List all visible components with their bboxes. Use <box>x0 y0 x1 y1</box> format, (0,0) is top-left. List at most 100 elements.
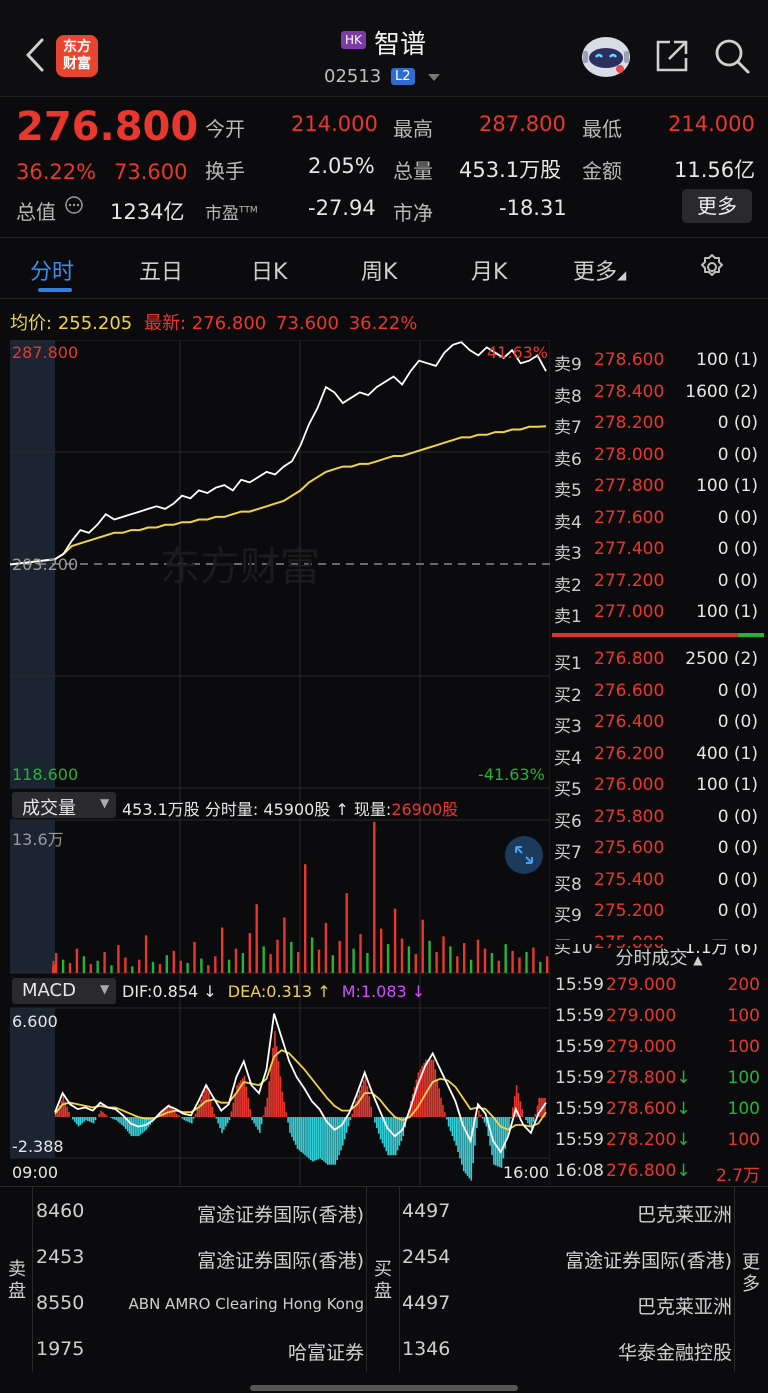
macd-indicator-select[interactable]: MACD ▼ <box>12 978 116 1004</box>
macd-bar <box>104 1113 106 1117</box>
trade-price: 279.000 <box>606 975 676 995</box>
broker-code: 1975 <box>36 1338 85 1360</box>
vol-pre-market-shade <box>10 820 55 973</box>
macd-bar <box>277 1061 280 1117</box>
tab-monthly-k[interactable]: 月K <box>471 260 508 285</box>
macd-bar <box>98 1113 100 1117</box>
ask-row[interactable]: 卖5 277.800 100 (1) <box>552 470 766 501</box>
tab-five-day[interactable]: 五日 <box>139 260 184 285</box>
macd-bar <box>311 1117 314 1162</box>
macd-bar <box>334 1117 337 1165</box>
ask-row[interactable]: 卖9 278.600 100 (1) <box>552 344 766 375</box>
macd-bar <box>379 1117 382 1140</box>
volume-value: 453.1万股 <box>459 158 562 182</box>
bid-row[interactable]: 买4 276.200 400 (1) <box>552 738 766 769</box>
chevron-down-icon[interactable] <box>428 74 440 81</box>
broker-name: 富途证券国际(香港) <box>565 1250 732 1272</box>
trade-price-value: 278.800 <box>606 1068 677 1088</box>
tab-more[interactable]: 更多◢ <box>573 254 626 286</box>
buy-broker-row[interactable]: 2454 富途证券国际(香港) <box>400 1236 732 1282</box>
sell-broker-row[interactable]: 8550 ABN AMRO Clearing Hong Kong <box>34 1282 364 1328</box>
macd-bar <box>459 1117 461 1159</box>
ask-row[interactable]: 卖7 278.200 0 (0) <box>552 407 766 438</box>
volume-indicator-select[interactable]: 成交量 ▼ <box>12 792 116 819</box>
buy-broker-row[interactable]: 1346 华泰金融控股 <box>400 1328 732 1374</box>
ask-level-label: 卖2 <box>554 575 582 596</box>
macd-bar <box>502 1117 505 1159</box>
macd-bar <box>204 1090 206 1117</box>
tab-intraday[interactable]: 分时 <box>30 260 75 285</box>
volume-bar <box>248 933 251 973</box>
trades-title[interactable]: 分时成交 ▲ <box>552 944 766 970</box>
macd-bar <box>500 1117 503 1168</box>
macd-bar <box>200 1099 202 1117</box>
buy-broker-row[interactable]: 4497 巴克莱亚洲 <box>400 1282 732 1328</box>
more-button[interactable]: 更多 <box>682 189 752 223</box>
macd-bar <box>174 1111 176 1117</box>
bid-row[interactable]: 买7 275.600 0 (0) <box>552 832 766 863</box>
ask-quantity: 0 (0) <box>717 444 758 465</box>
ask-row[interactable]: 卖1 277.000 100 (1) <box>552 596 766 627</box>
avg-value: 255.205 <box>57 313 133 334</box>
expand-button[interactable] <box>505 836 543 874</box>
volume-bar <box>449 946 452 973</box>
bid-row[interactable]: 买8 275.400 0 (0) <box>552 864 766 895</box>
volume-bar <box>304 864 307 973</box>
m-arrow: ↓ <box>411 982 426 1001</box>
macd-bar <box>498 1117 501 1168</box>
trade-price: 279.000 <box>606 1006 676 1026</box>
broker-more-tab[interactable] <box>734 1187 768 1372</box>
macd-bar <box>130 1117 133 1137</box>
volume-bar <box>400 938 404 973</box>
sell-broker-row[interactable]: 8460 富途证券国际(香港) <box>34 1190 364 1236</box>
buy-broker-row[interactable]: 4497 巴克莱亚洲 <box>400 1190 732 1236</box>
gear-icon[interactable] <box>697 252 727 282</box>
bid-level-label: 买9 <box>554 906 582 926</box>
volume-axis-max: 13.6万 <box>12 830 64 849</box>
ask-row[interactable]: 卖3 277.400 0 (0) <box>552 533 766 564</box>
back-arrow-icon[interactable] <box>20 36 50 74</box>
sell-broker-row[interactable]: 2453 富途证券国际(香港) <box>34 1236 364 1282</box>
bid-quantity: 0 (0) <box>717 680 758 701</box>
logo-line1: 东方 <box>63 39 91 55</box>
volume-bar <box>317 949 321 973</box>
macd-bar <box>536 1105 539 1117</box>
ask-row[interactable]: 卖6 278.000 0 (0) <box>552 439 766 470</box>
bid-row[interactable]: 买3 276.400 0 (0) <box>552 706 766 737</box>
tab-daily-k[interactable]: 日K <box>251 260 288 285</box>
macd-bar <box>419 1069 422 1117</box>
broker-more-label[interactable]: 更多 <box>742 1252 760 1295</box>
volume-bar <box>539 961 542 973</box>
bid-row[interactable]: 买6 275.800 0 (0) <box>552 801 766 832</box>
ask-row[interactable]: 卖8 278.400 1600 (2) <box>552 376 766 407</box>
volume-bar <box>124 957 127 973</box>
tab-weekly-k[interactable]: 周K <box>361 260 398 285</box>
stock-code: 02513 <box>324 66 382 87</box>
broker-code: 4497 <box>402 1200 451 1222</box>
search-icon[interactable] <box>713 37 751 75</box>
bid-row[interactable]: 买9 275.200 0 (0) <box>552 895 766 926</box>
info-icon[interactable] <box>64 195 84 215</box>
macd-bar <box>455 1117 457 1146</box>
intraday-chart[interactable]: 东方财富 <box>10 340 550 1185</box>
share-icon[interactable] <box>654 38 690 74</box>
trade-row: 16:08 276.800↓ 2.7万 <box>552 1156 766 1187</box>
macd-bar <box>411 1093 414 1117</box>
macd-bar <box>294 1117 297 1145</box>
ask-row[interactable]: 卖4 277.600 0 (0) <box>552 502 766 533</box>
macd-bar <box>111 1117 114 1119</box>
macd-bar <box>332 1117 335 1165</box>
sell-broker-row[interactable]: 1975 哈富证券 <box>34 1328 364 1374</box>
ask-row[interactable]: 卖2 277.200 0 (0) <box>552 565 766 596</box>
macd-bar <box>385 1117 388 1152</box>
ask-level-label: 卖6 <box>554 449 582 470</box>
macd-bar <box>513 1096 516 1117</box>
bid-row[interactable]: 买1 276.800 2500 (2) <box>552 643 766 674</box>
robot-assistant-icon[interactable] <box>580 31 632 79</box>
bid-quantity: 2500 (2) <box>685 649 758 669</box>
change-amount: 73.600 <box>114 160 188 184</box>
macd-bar <box>438 1088 440 1117</box>
bid-row[interactable]: 买2 276.600 0 (0) <box>552 675 766 706</box>
bid-row[interactable]: 买5 276.000 100 (1) <box>552 769 766 800</box>
macd-bar <box>270 1064 272 1117</box>
